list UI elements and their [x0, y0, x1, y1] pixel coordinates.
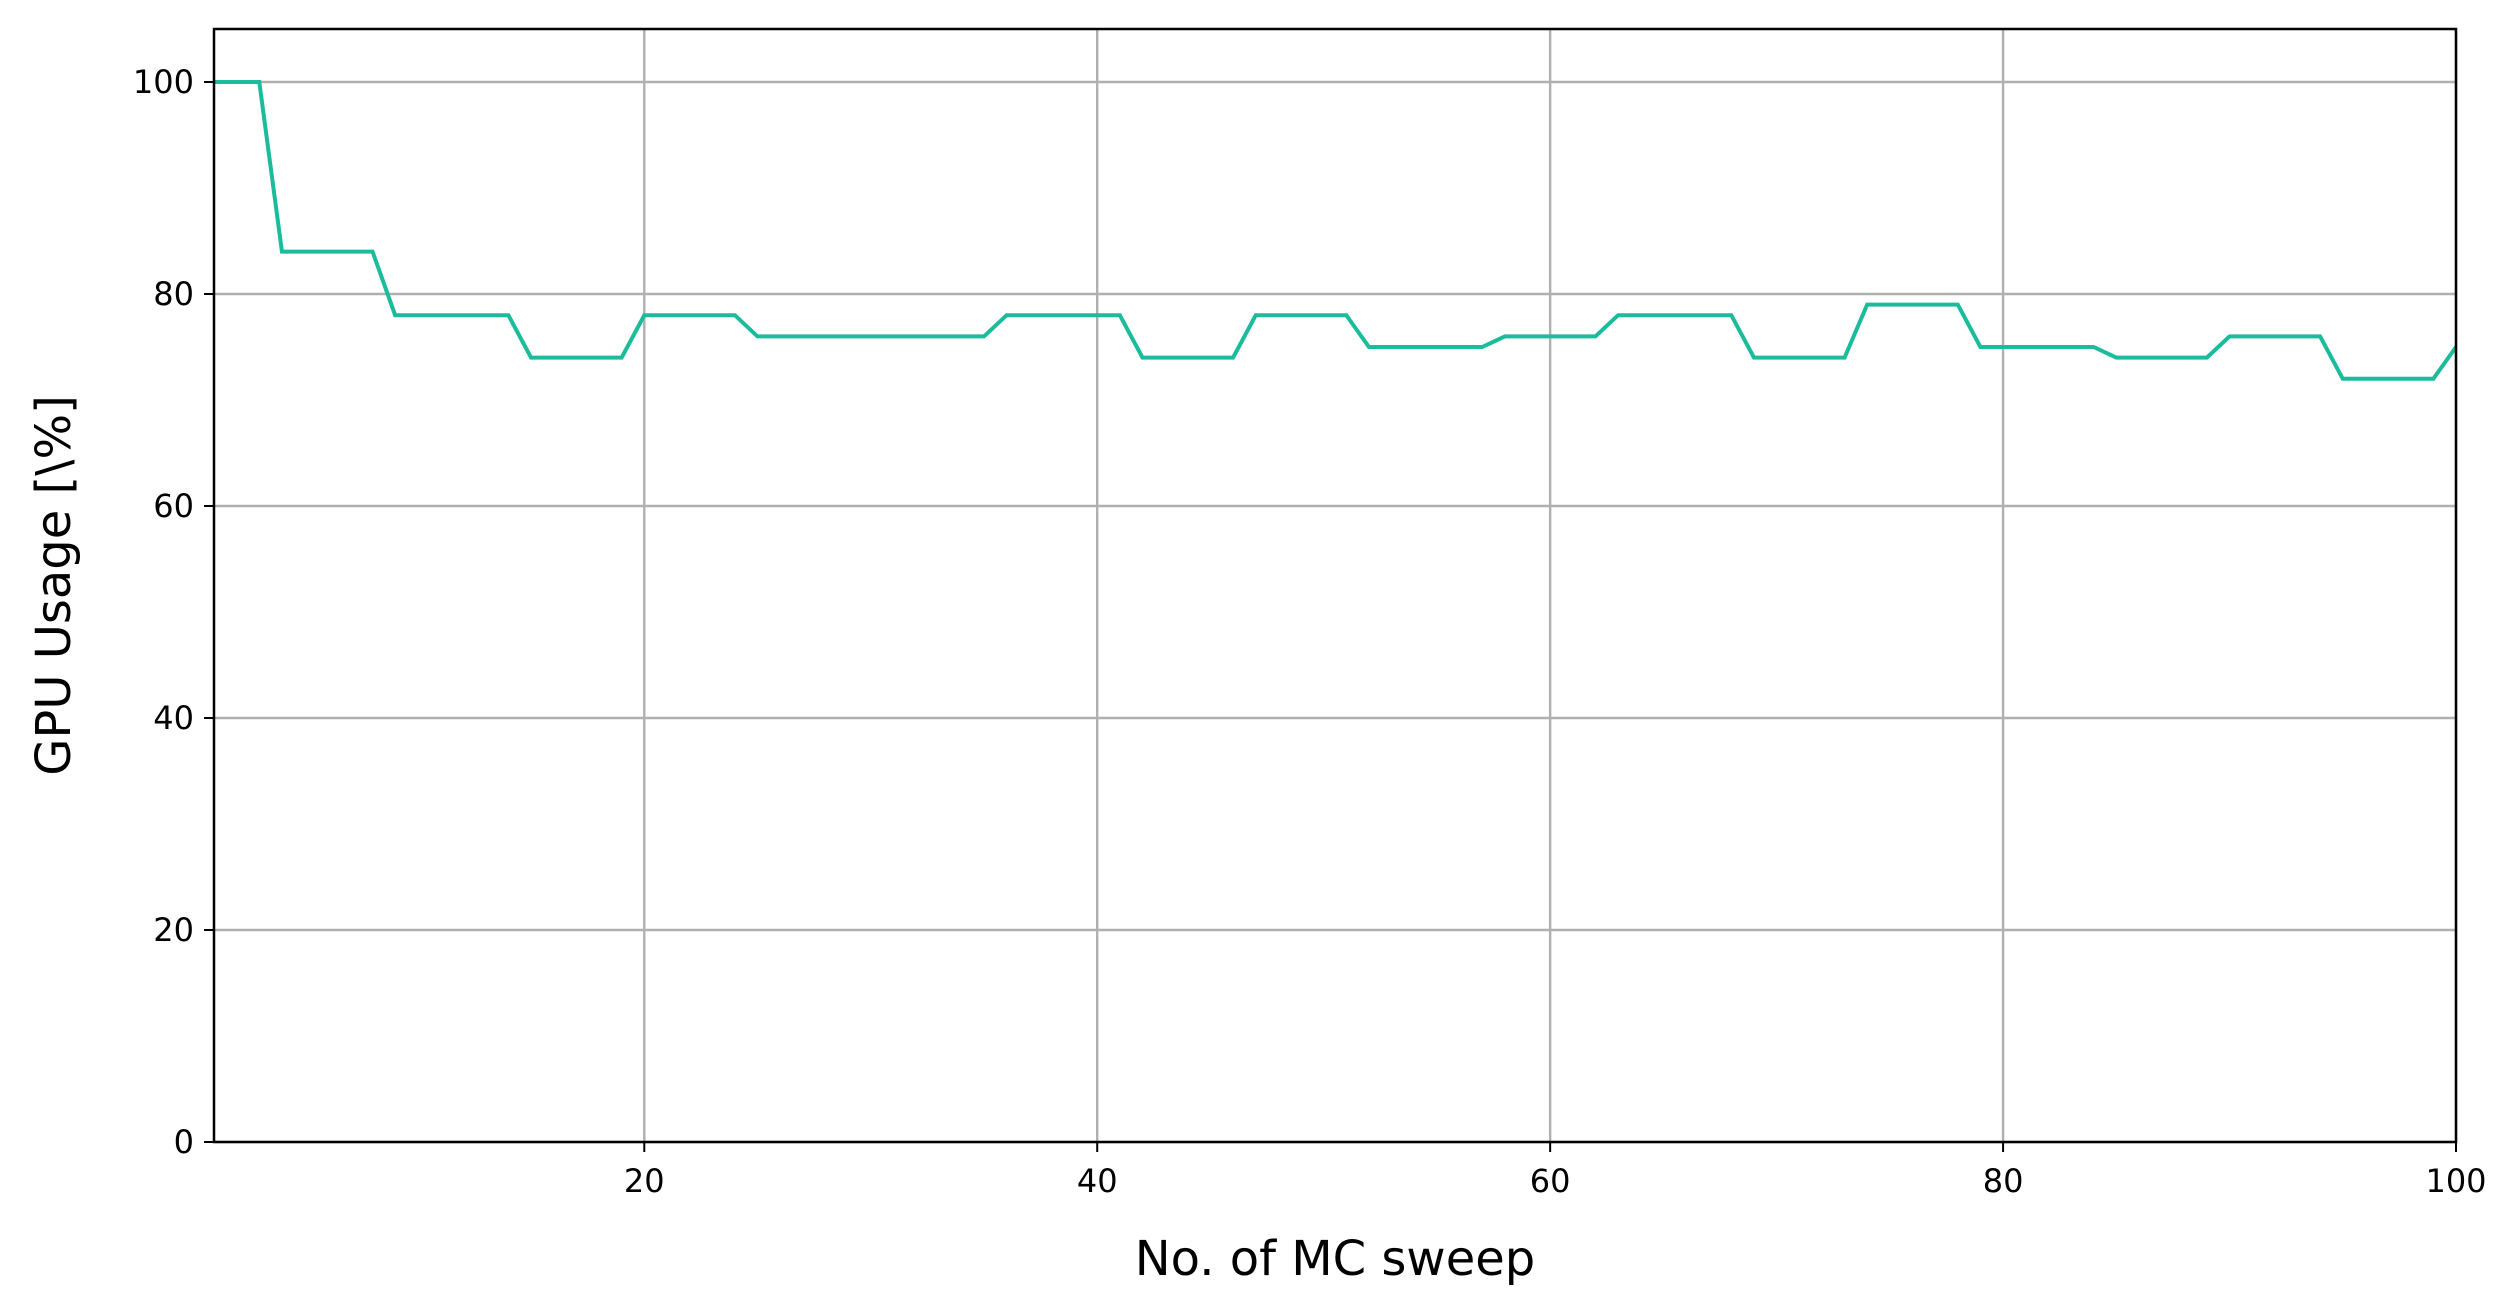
y-tick-label: 0 [174, 1123, 194, 1161]
y-tick-label: 80 [153, 275, 194, 313]
series-line-0 [214, 80, 2458, 381]
series-lines [214, 80, 2458, 381]
x-tick-label: 100 [2425, 1162, 2486, 1200]
y-tick-label: 60 [153, 487, 194, 525]
y-axis-label: GPU Usage [\%] [26, 395, 82, 776]
x-tick-label: 40 [1077, 1162, 1118, 1200]
axis-ticks: 20 40 60 80 100 0 20 40 60 80 100 [133, 63, 2487, 1200]
y-tick-label: 40 [153, 699, 194, 737]
x-tick-label: 60 [1530, 1162, 1571, 1200]
x-tick-label: 80 [1983, 1162, 2024, 1200]
y-tick-label: 100 [133, 63, 194, 101]
plot-frame [212, 27, 2458, 1144]
y-tick-label: 20 [153, 911, 194, 949]
x-tick-label: 20 [624, 1162, 665, 1200]
x-axis-label: No. of MC sweep [1135, 1231, 1535, 1287]
